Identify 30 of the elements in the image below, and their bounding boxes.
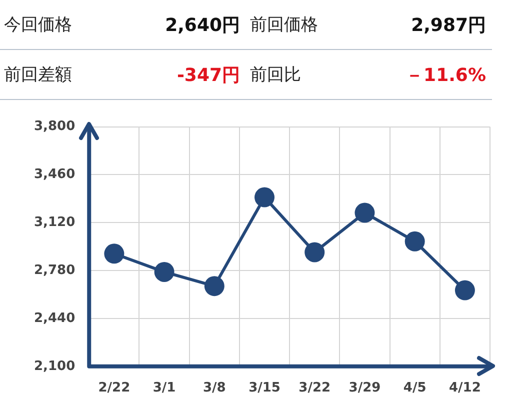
x-tick-label: 3/29 [348,380,381,396]
y-tick-label: 3,800 [34,119,76,134]
point [204,276,224,296]
text: -347円 [176,64,240,86]
x-tick-label: 3/8 [202,380,226,396]
point [254,187,275,208]
x-tick-label: 3/22 [298,380,331,396]
point [454,280,475,300]
point [154,262,174,282]
text: 2,987円 [411,14,486,36]
text: 2,640円 [165,14,240,36]
x-tick-label: 4/5 [403,380,426,396]
y-tick-label: 2,780 [34,262,76,278]
x-tick-label: 4/12 [449,380,481,396]
x-tick-label: 3/1 [152,380,176,396]
y-tick-label: 2,100 [34,358,76,374]
point [404,231,425,252]
y-tick-label: 3,120 [34,215,76,230]
y-tick-label: 2,440 [34,310,76,326]
text: 前回価格 [250,14,318,36]
y-tick-label: 3,460 [34,167,76,182]
point [104,244,124,264]
x-tick-label: 3/15 [248,380,280,396]
text: 今回価格 [4,14,72,36]
point [304,242,325,262]
point [354,202,375,223]
text: －11.6% [406,64,486,86]
x-tick-label: 2/22 [98,380,130,396]
text: 前回比 [250,64,301,86]
text: 前回差額 [4,64,72,86]
